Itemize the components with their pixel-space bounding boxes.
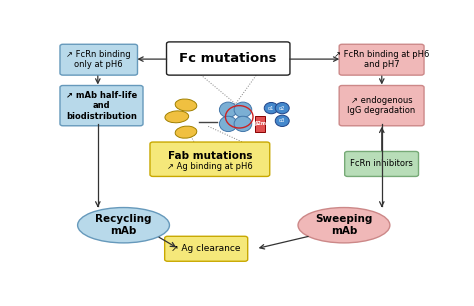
Bar <box>255 116 265 132</box>
Ellipse shape <box>275 103 289 114</box>
FancyBboxPatch shape <box>60 85 143 126</box>
FancyBboxPatch shape <box>164 236 248 261</box>
Ellipse shape <box>275 115 289 126</box>
Text: ↗ FcRn binding
only at pH6: ↗ FcRn binding only at pH6 <box>66 50 131 69</box>
FancyBboxPatch shape <box>339 44 424 75</box>
Text: Recycling
mAb: Recycling mAb <box>95 215 152 236</box>
Text: FcRn inhibitors: FcRn inhibitors <box>350 159 413 169</box>
Text: ↗ Ag clearance: ↗ Ag clearance <box>172 244 241 253</box>
Text: Fab mutations: Fab mutations <box>168 151 252 161</box>
Text: ↗ mAb half-life
and
biodistribution: ↗ mAb half-life and biodistribution <box>66 91 137 121</box>
Text: Fc mutations: Fc mutations <box>180 52 277 65</box>
Text: β2m: β2m <box>254 121 266 126</box>
Text: ↗ Ag binding at pH6: ↗ Ag binding at pH6 <box>167 162 253 171</box>
Ellipse shape <box>165 111 189 123</box>
Ellipse shape <box>298 207 390 243</box>
Ellipse shape <box>234 116 252 132</box>
Ellipse shape <box>264 103 278 114</box>
FancyBboxPatch shape <box>150 142 270 177</box>
Text: α2: α2 <box>279 106 285 110</box>
Ellipse shape <box>234 102 252 118</box>
Ellipse shape <box>175 99 197 111</box>
FancyBboxPatch shape <box>345 151 419 177</box>
Text: Sweeping
mAb: Sweeping mAb <box>315 215 373 236</box>
FancyBboxPatch shape <box>166 42 290 75</box>
Ellipse shape <box>219 102 237 118</box>
Ellipse shape <box>219 116 237 132</box>
Ellipse shape <box>78 207 169 243</box>
Text: α3: α3 <box>279 118 285 123</box>
FancyBboxPatch shape <box>60 44 137 75</box>
Text: ↗ endogenous
IgG degradation: ↗ endogenous IgG degradation <box>347 96 416 115</box>
Ellipse shape <box>175 126 197 138</box>
FancyBboxPatch shape <box>339 85 424 126</box>
Text: ↗ FcRn binding at pH6
and pH7: ↗ FcRn binding at pH6 and pH7 <box>334 50 429 69</box>
Text: α1: α1 <box>268 106 274 110</box>
